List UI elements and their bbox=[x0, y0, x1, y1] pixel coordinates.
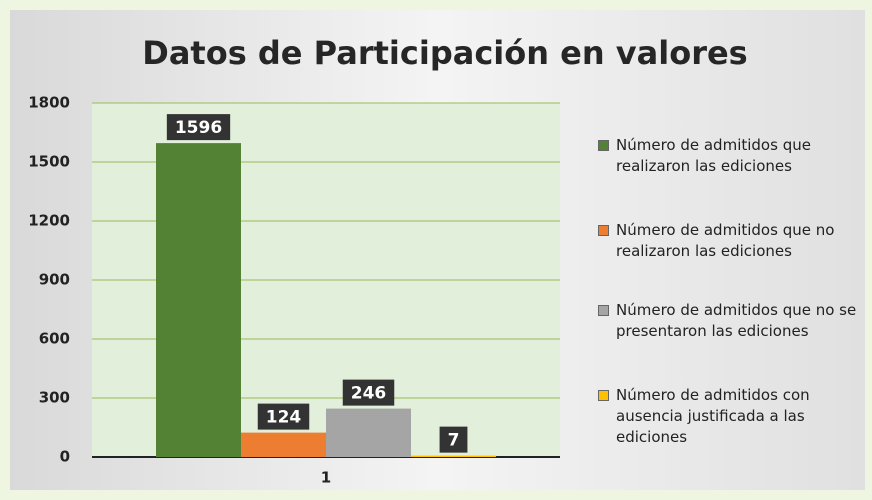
data-label-box bbox=[257, 403, 310, 430]
legend-swatch bbox=[598, 390, 609, 401]
bar bbox=[411, 455, 496, 457]
legend-label: Número de admitidos que no realizaron la… bbox=[616, 221, 835, 260]
legend-item: Número de admitidos que no se presentaro… bbox=[598, 300, 860, 342]
data-label: 124 bbox=[266, 408, 302, 428]
data-label-box bbox=[166, 114, 231, 141]
data-label-box bbox=[342, 379, 395, 406]
legend-item: Número de admitidos que realizaron las e… bbox=[598, 135, 860, 177]
legend-swatch bbox=[598, 305, 609, 316]
legend-item: Número de admitidos con ausencia justifi… bbox=[598, 385, 860, 448]
data-label: 7 bbox=[448, 431, 460, 451]
chart-title: Datos de Participación en valores bbox=[142, 34, 747, 72]
y-tick-label: 1200 bbox=[28, 212, 70, 230]
y-tick-label: 0 bbox=[60, 448, 70, 466]
data-label-box bbox=[439, 426, 468, 453]
legend-swatch bbox=[598, 225, 609, 236]
legend-label: Número de admitidos con ausencia justifi… bbox=[616, 386, 810, 446]
y-tick-label: 300 bbox=[39, 389, 70, 407]
bar bbox=[156, 143, 241, 457]
bar bbox=[241, 432, 326, 457]
legend-label: Número de admitidos que realizaron las e… bbox=[616, 136, 811, 175]
y-tick-label: 1500 bbox=[28, 153, 70, 171]
y-tick-label: 600 bbox=[39, 330, 70, 348]
y-tick-label: 1800 bbox=[28, 94, 70, 112]
x-tick-label: 1 bbox=[321, 469, 331, 487]
legend-swatch bbox=[598, 140, 609, 151]
bar bbox=[326, 408, 411, 457]
data-label: 1596 bbox=[175, 118, 222, 138]
legend-label: Número de admitidos que no se presentaro… bbox=[616, 301, 857, 340]
data-label: 246 bbox=[351, 384, 387, 404]
y-tick-label: 900 bbox=[39, 271, 70, 289]
legend-item: Número de admitidos que no realizaron la… bbox=[598, 220, 860, 262]
